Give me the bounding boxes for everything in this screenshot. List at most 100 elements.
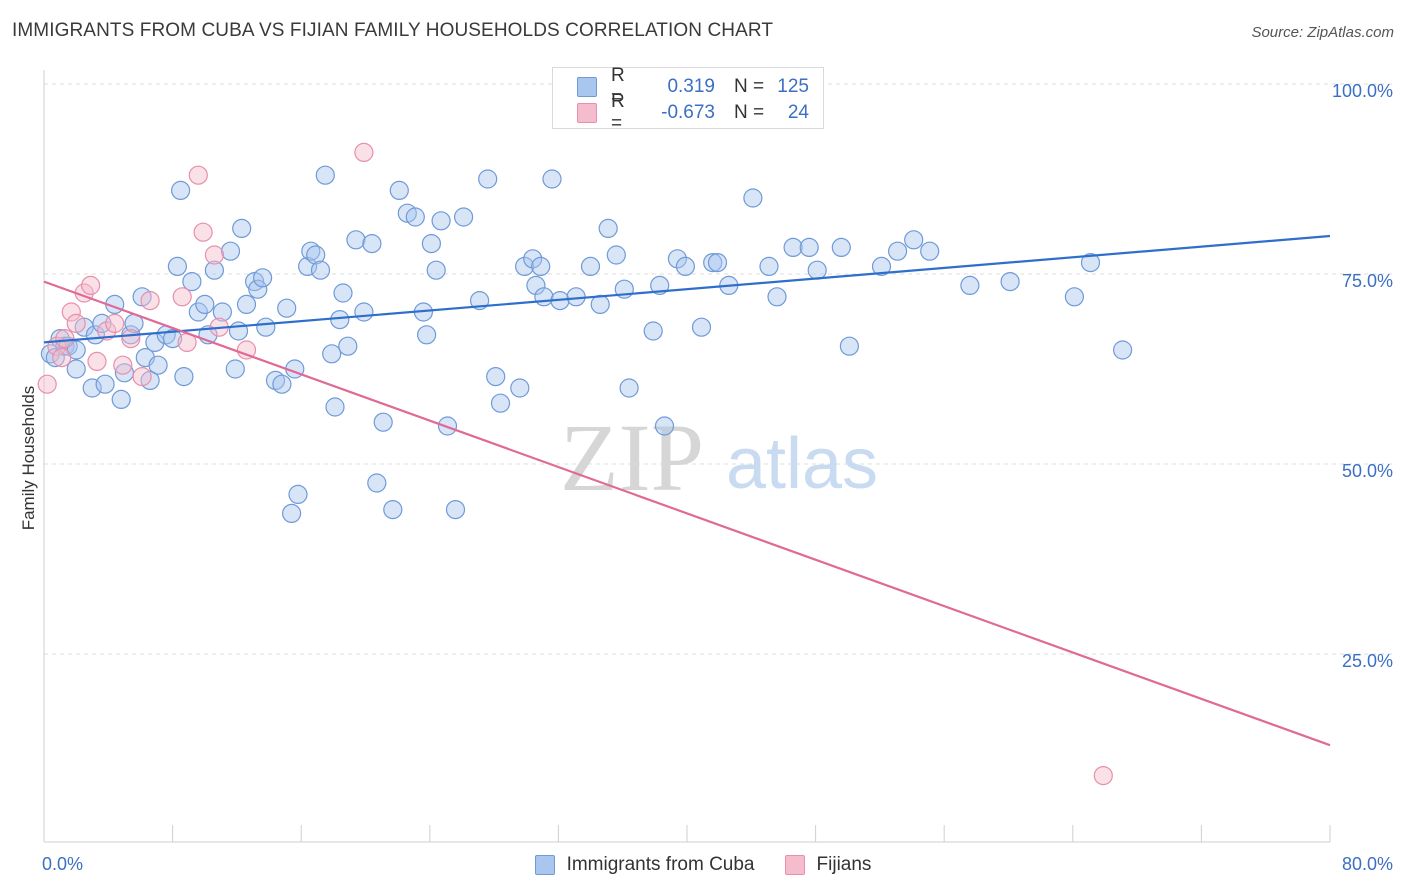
watermark-zip: ZIP [560,404,704,511]
data-point-cuba [960,275,980,295]
data-point-cuba [486,367,506,387]
data-point-cuba [421,234,441,254]
data-point-cuba [310,260,331,280]
data-point-cuba [531,256,551,276]
data-point-cuba [510,378,530,398]
data-point-cuba [174,367,194,387]
data-point-cuba [675,256,696,276]
data-point-cuba [783,237,803,257]
data-point-cuba [330,310,350,330]
data-point-cuba [691,317,712,337]
data-point-cuba [445,500,466,520]
series-legend-cuba[interactable]: Immigrants from Cuba [534,854,755,876]
data-point-cuba [220,241,241,261]
legend-row-cuba: R = 0.319 N = 125 [577,65,809,108]
legend-r-label: R = [611,65,625,108]
data-point-cuba [1064,287,1085,307]
data-point-cuba [338,336,358,356]
data-point-fijians [188,165,208,185]
data-point-cuba [354,302,374,322]
data-point-cuba [426,260,446,280]
data-point-cuba [188,302,208,322]
data-point-cuba [767,287,787,307]
data-point-cuba [232,218,252,238]
data-point-fijians [37,374,57,394]
data-point-cuba [225,359,245,379]
data-point-cuba [325,397,345,417]
trend-line-fijians [43,280,1331,747]
data-point-cuba [277,298,297,318]
data-point-fijians [193,222,213,242]
data-point-cuba [148,355,168,375]
data-point-fijians [61,302,81,322]
series-legend-fijians[interactable]: Fijians [784,854,872,876]
watermark-atlas: atlas [726,424,878,504]
data-point-cuba [580,256,601,276]
x-tick-label: 80.0% [1342,854,1393,874]
y-axis-label: Family Households [19,386,38,531]
data-point-cuba [171,180,191,200]
data-point-fijians [87,351,107,371]
data-point-cuba [282,503,302,524]
data-point-fijians [172,287,192,307]
data-point-cuba [1000,272,1020,292]
data-point-cuba [362,234,382,254]
legend-n-label: N = [733,102,765,123]
legend-n-value: 125 [777,76,809,97]
legend-row-fijians: R = -0.673 N = 24 [577,91,809,134]
chart-title: IMMIGRANTS FROM CUBA VS FIJIAN FAMILY HO… [12,20,774,41]
y-tick-label: 100.0% [1332,81,1393,101]
data-point-cuba [542,169,562,189]
data-point-fijians [121,329,141,349]
data-point-cuba [315,165,335,185]
data-point-cuba [111,389,131,409]
legend-r-value: -0.673 [661,102,715,123]
data-point-fijians [132,367,152,387]
data-point-fijians [97,321,117,341]
data-point-cuba [807,260,827,280]
data-point-fijians [140,291,160,311]
data-point-cuba [667,249,688,269]
data-point-cuba [431,211,451,231]
y-tick-label: 75.0% [1342,271,1393,291]
data-point-fijians [113,355,133,375]
data-point-cuba [236,294,257,314]
legend-r-label: R = [611,91,625,134]
data-point-cuba [346,230,366,250]
data-point-fijians [55,329,75,349]
data-point-cuba [799,237,819,257]
data-point-cuba [272,374,292,394]
data-point-cuba [759,256,779,276]
trend-line-cuba [43,234,1331,344]
watermark: ZIP atlas [560,404,878,511]
data-point-cuba [182,272,202,292]
data-point-cuba [66,359,86,379]
data-points [37,142,1133,786]
stats-legend: R = 0.319 N = 125 R = -0.673 N = 24 [552,65,824,134]
data-point-cuba [703,253,723,273]
data-point-cuba [920,241,940,261]
source-credit: Source: ZipAtlas.com [1251,24,1394,41]
data-point-cuba [490,393,511,413]
data-point-cuba [514,256,535,276]
data-point-cuba [195,294,215,314]
data-point-cuba [405,207,425,227]
data-point-cuba [212,302,232,322]
data-point-cuba [322,344,342,364]
data-point-cuba [904,230,924,250]
data-point-cuba [643,321,663,341]
data-point-cuba [256,317,276,337]
data-point-cuba [598,218,618,238]
y-tick-label: 50.0% [1342,461,1393,481]
series-legend: Immigrants from Cuba Fijians [0,852,1406,878]
data-point-cuba [417,325,437,345]
data-point-cuba [707,253,728,273]
data-point-cuba [333,283,353,303]
data-point-cuba [887,241,908,261]
data-point-cuba [1112,340,1133,360]
series-label-fijians: Fijians [816,854,872,875]
tick-labels: 100.0% 75.0% 50.0% 25.0% 0.0% 80.0% [42,81,1393,874]
data-point-cuba [654,416,675,436]
data-point-cuba [523,249,543,269]
data-point-fijians [204,245,224,265]
